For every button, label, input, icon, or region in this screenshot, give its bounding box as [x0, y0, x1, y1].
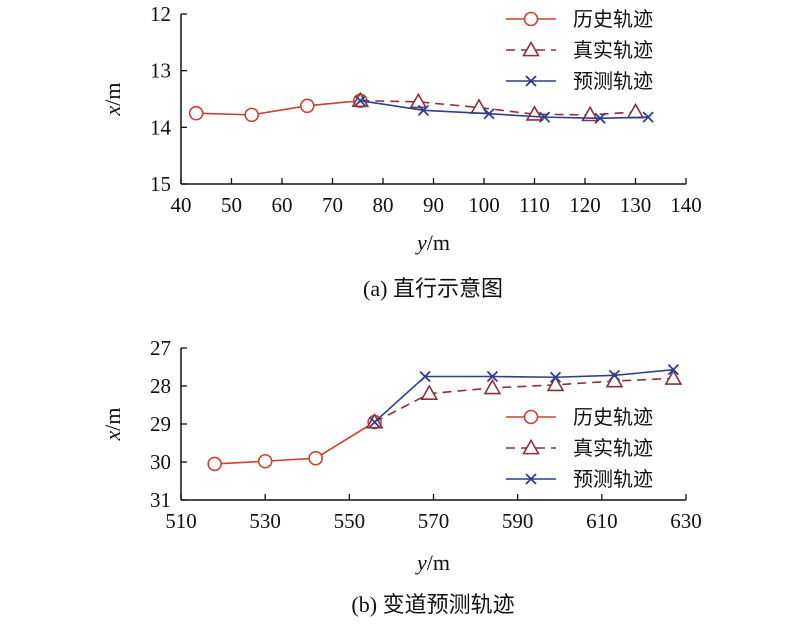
circle-circle-marker-2 [299, 98, 315, 114]
truth-line [360, 99, 636, 116]
triangle-triangle-marker-legend-truth [522, 40, 540, 57]
circle-circle-marker-0 [188, 105, 204, 121]
legend-label-history: 历史轨迹 [573, 7, 653, 31]
legend-label-predict: 预测轨迹 [573, 467, 653, 491]
series-history [207, 414, 382, 472]
predict-line [360, 99, 649, 120]
x-x-marker-1 [417, 104, 430, 116]
x-x-marker-2 [483, 108, 495, 120]
x-tick-label: 630 [670, 509, 702, 533]
truth-line [374, 377, 674, 423]
triangle-triangle-marker-3 [546, 375, 565, 392]
circle-circle-marker-1 [244, 107, 259, 123]
series-history [188, 93, 368, 123]
x-tick-label: 130 [620, 193, 652, 217]
x-tick-label: 510 [165, 509, 197, 533]
y-axis-label: x/m [100, 83, 125, 117]
circle-circle-marker-2 [308, 450, 323, 466]
y-axis-label: x/m [100, 408, 125, 442]
circle-circle-marker-legend-history [523, 409, 539, 425]
legend-label-truth: 真实轨迹 [573, 436, 653, 460]
series-predict [354, 95, 654, 124]
circle-circle-marker-legend-history [523, 11, 539, 27]
x-x-marker-legend-predict [525, 473, 537, 485]
y-tick-label: 13 [150, 59, 171, 83]
x-tick-label: 110 [519, 193, 550, 217]
triangle-triangle-marker-1 [420, 384, 439, 401]
x-tick-label: 50 [221, 193, 242, 217]
legend-label-history: 历史轨迹 [573, 405, 653, 429]
chart-a: 40 50 60 70 80 90 100 110 120 130 140 12 13 14 15 y/m x/… [100, 2, 702, 301]
triangle-triangle-marker-2 [483, 378, 502, 395]
x-x-marker-5 [667, 364, 680, 376]
x-axis-label: y/m [415, 230, 450, 255]
figure-caption: (b) 变道预测轨迹 [351, 592, 514, 617]
x-tick-label: 610 [586, 509, 618, 533]
legend-label-truth: 真实轨迹 [573, 38, 653, 62]
y-tick-label: 27 [150, 336, 171, 360]
history-line [196, 99, 361, 116]
x-x-marker-3 [538, 111, 551, 123]
x-tick-label: 530 [249, 509, 281, 533]
figure-caption: (a) 直行示意图 [363, 276, 503, 301]
y-tick-label: 15 [150, 172, 171, 196]
x-x-marker-0 [368, 416, 381, 428]
triangle-triangle-marker-1 [409, 92, 428, 109]
y-tick-label: 31 [150, 488, 171, 512]
x-tick-label: 570 [418, 509, 450, 533]
x-tick-label: 60 [272, 193, 293, 217]
x-tick-label: 90 [423, 193, 444, 217]
x-x-marker-0 [354, 95, 366, 107]
predict-line [374, 368, 674, 423]
series-predict [368, 364, 680, 428]
x-x-marker-legend-predict [525, 75, 537, 87]
triangle-triangle-marker-legend-truth [522, 438, 540, 455]
y-tick-label: 14 [150, 115, 172, 139]
y-tick-label: 28 [150, 374, 171, 398]
y-tick-label: 12 [150, 2, 171, 26]
history-line [214, 421, 376, 465]
x-x-marker-4 [594, 112, 606, 124]
series-truth [365, 369, 683, 429]
circle-circle-marker-1 [257, 453, 273, 469]
triangle-triangle-marker-5 [626, 102, 645, 119]
x-tick-label: 590 [502, 509, 534, 533]
x-tick-label: 70 [322, 193, 343, 217]
x-tick-label: 550 [334, 509, 366, 533]
x-axis-label: y/m [415, 550, 450, 575]
x-tick-label: 120 [569, 193, 601, 217]
x-tick-label: 80 [373, 193, 394, 217]
chart-b: 510 530 550 570 590 610 630 27 28 29 30 31 y/m x/m 历史轨… [100, 336, 702, 617]
x-x-marker-2 [486, 370, 499, 383]
legend-label-predict: 预测轨迹 [573, 69, 653, 93]
x-x-marker-1 [419, 370, 431, 383]
x-tick-label: 100 [468, 193, 500, 217]
x-x-marker-4 [608, 369, 621, 381]
triangle-triangle-marker-5 [664, 369, 683, 385]
y-tick-label: 30 [150, 450, 171, 474]
x-tick-label: 40 [171, 193, 192, 217]
circle-circle-marker-0 [207, 456, 222, 472]
x-x-marker-5 [642, 111, 654, 123]
y-tick-label: 29 [150, 412, 171, 436]
x-x-marker-3 [549, 371, 562, 383]
x-tick-label: 140 [670, 193, 702, 217]
